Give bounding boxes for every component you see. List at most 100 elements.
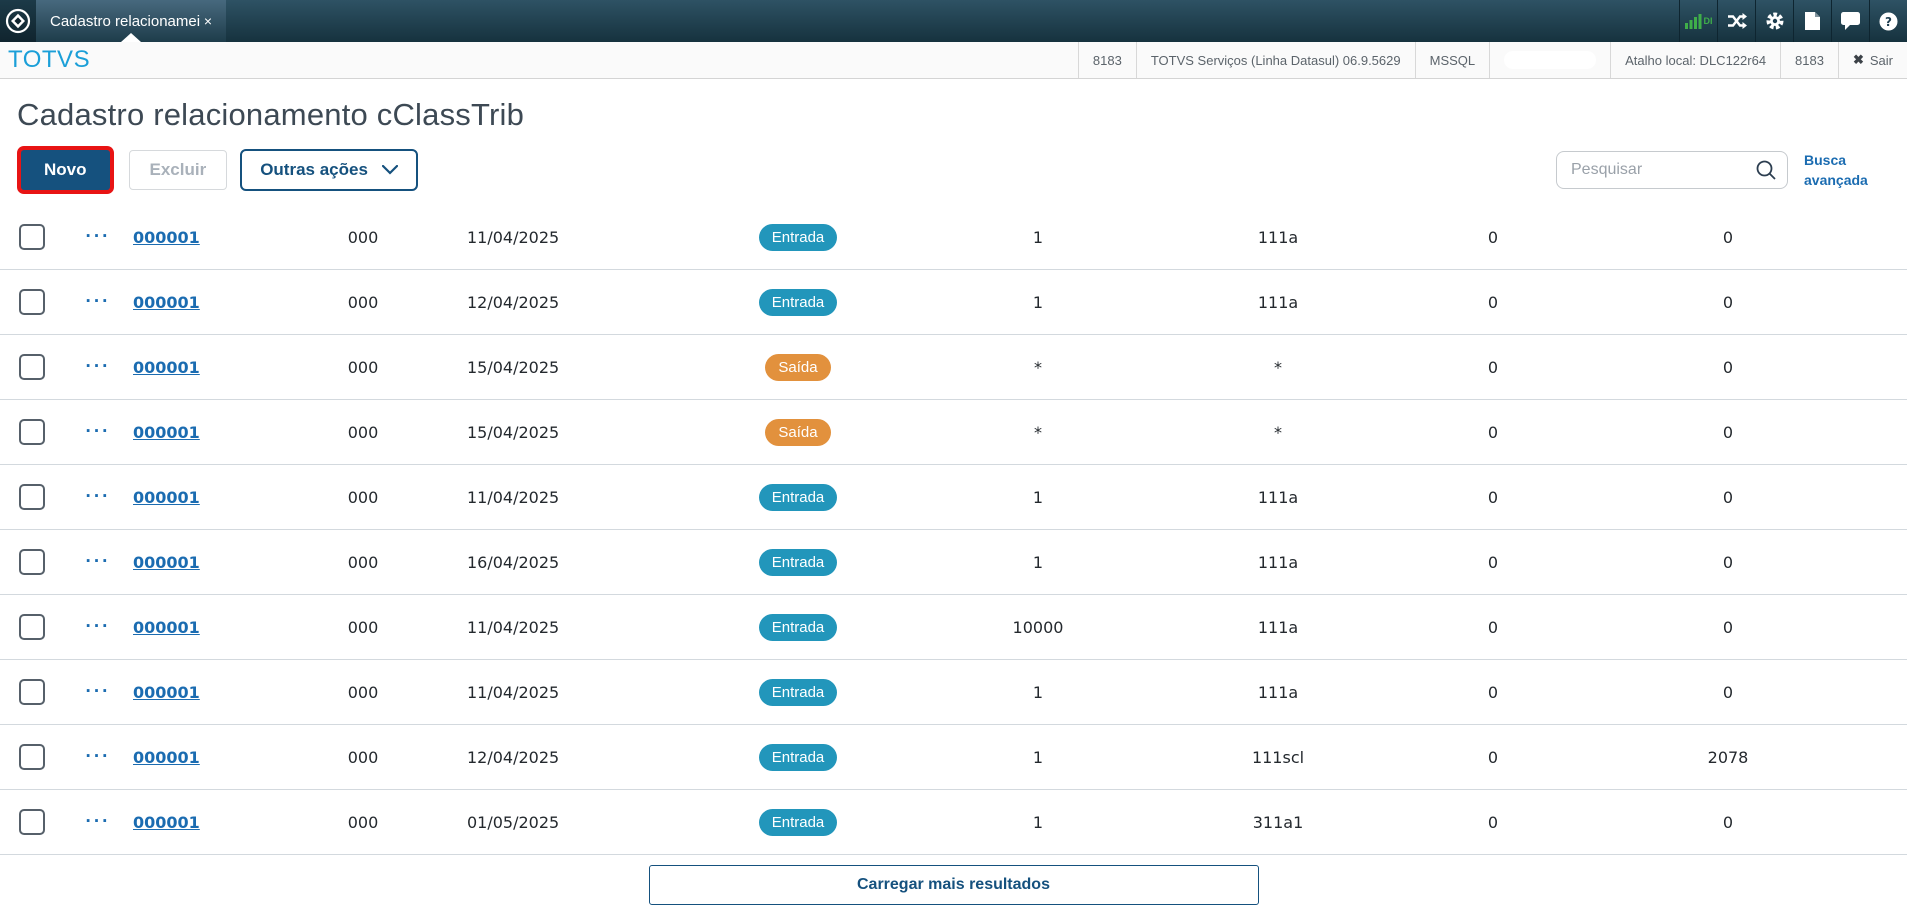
- value2-cell: 0: [1722, 617, 1734, 637]
- row-checkbox[interactable]: [19, 224, 45, 250]
- totvs-logo-button[interactable]: [0, 0, 36, 42]
- outras-acoes-label: Outras ações: [260, 160, 368, 179]
- load-more-button[interactable]: Carregar mais resultados: [648, 865, 1259, 905]
- value2-cell: 0: [1722, 357, 1734, 377]
- product-header-bar: TOTVS 8183 TOTVS Serviços (Linha Datasul…: [0, 42, 1907, 79]
- date-cell: 11/04/2025: [467, 617, 560, 637]
- shuffle-button[interactable]: [1717, 0, 1755, 42]
- table-row: ··· 000001 000 11/04/2025 Entrada 10000 111a 0 0: [0, 595, 1907, 660]
- value2-cell: 0: [1722, 422, 1734, 442]
- value1-cell: 0: [1487, 552, 1499, 572]
- quantity-cell: *: [1034, 357, 1042, 377]
- search-icon[interactable]: [1755, 159, 1777, 181]
- chat-button[interactable]: [1831, 0, 1869, 42]
- value1-cell: 0: [1487, 682, 1499, 702]
- status-badge: Entrada: [758, 288, 838, 316]
- date-cell: 12/04/2025: [467, 292, 560, 312]
- row-actions-button[interactable]: ···: [85, 486, 111, 507]
- help-button[interactable]: ?: [1869, 0, 1907, 42]
- table-row: ··· 000001 000 15/04/2025 Saída * * 0 0: [0, 400, 1907, 465]
- tab-title: Cadastro relacionamei: [50, 12, 200, 30]
- page-title: Cadastro relacionamento cClassTrib: [17, 97, 525, 132]
- record-link[interactable]: 000001: [133, 617, 200, 637]
- series-cell: 000: [347, 747, 379, 767]
- active-tab-notch: [121, 33, 141, 42]
- record-link[interactable]: 000001: [133, 552, 200, 572]
- busca-line1: Busca: [1804, 151, 1847, 168]
- record-link[interactable]: 000001: [133, 487, 200, 507]
- settings-button[interactable]: [1755, 0, 1793, 42]
- row-actions-button[interactable]: ···: [85, 551, 111, 572]
- row-checkbox[interactable]: [19, 809, 45, 835]
- quantity-cell: 1: [1032, 747, 1044, 767]
- document-icon: [1805, 12, 1820, 30]
- busca-avancada-link[interactable]: Busca avançada: [1804, 150, 1876, 191]
- outras-acoes-button[interactable]: Outras ações: [240, 149, 418, 191]
- quantity-cell: 1: [1032, 487, 1044, 507]
- record-link[interactable]: 000001: [133, 292, 200, 312]
- top-application-bar: Cadastro relacionamei × DI: [0, 0, 1907, 42]
- row-actions-button[interactable]: ···: [85, 811, 111, 832]
- series-cell: 000: [347, 227, 379, 247]
- quantity-cell: *: [1034, 422, 1042, 442]
- tab-close-icon[interactable]: ×: [203, 13, 212, 29]
- status-badge: Entrada: [758, 613, 838, 641]
- row-checkbox[interactable]: [19, 354, 45, 380]
- env-code: 8183: [1077, 42, 1136, 78]
- chart-di-button[interactable]: DI: [1679, 0, 1717, 42]
- status-badge: Saída: [765, 353, 831, 381]
- row-checkbox[interactable]: [19, 614, 45, 640]
- series-cell: 000: [347, 552, 379, 572]
- logout-button[interactable]: ✖ Sair: [1837, 42, 1907, 78]
- table-row: ··· 000001 000 11/04/2025 Entrada 1 111a 0 0: [0, 660, 1907, 725]
- document-button[interactable]: [1793, 0, 1831, 42]
- tab-cadastro-relacionamento[interactable]: Cadastro relacionamei ×: [36, 0, 226, 42]
- svg-text:?: ?: [1885, 15, 1892, 29]
- value1-cell: 0: [1487, 357, 1499, 377]
- row-actions-button[interactable]: ···: [85, 746, 111, 767]
- date-cell: 01/05/2025: [467, 812, 560, 832]
- quantity-cell: 1: [1032, 292, 1044, 312]
- novo-button[interactable]: Novo: [21, 150, 110, 190]
- quantity-cell: 1: [1032, 227, 1044, 247]
- row-actions-button[interactable]: ···: [85, 421, 111, 442]
- quantity-cell: 1: [1032, 682, 1044, 702]
- row-actions-button[interactable]: ···: [85, 226, 111, 247]
- row-checkbox[interactable]: [19, 549, 45, 575]
- row-checkbox[interactable]: [19, 419, 45, 445]
- row-actions-button[interactable]: ···: [85, 681, 111, 702]
- value2-cell: 0: [1722, 292, 1734, 312]
- local-shortcut: Atalho local: DLC122r64: [1610, 42, 1780, 78]
- record-link[interactable]: 000001: [133, 747, 200, 767]
- row-actions-button[interactable]: ···: [85, 616, 111, 637]
- date-cell: 15/04/2025: [467, 357, 560, 377]
- row-checkbox[interactable]: [19, 484, 45, 510]
- row-checkbox[interactable]: [19, 679, 45, 705]
- row-actions-button[interactable]: ···: [85, 291, 111, 312]
- record-link[interactable]: 000001: [133, 682, 200, 702]
- record-link[interactable]: 000001: [133, 357, 200, 377]
- value2-cell: 0: [1722, 552, 1734, 572]
- value1-cell: 0: [1487, 422, 1499, 442]
- series-cell: 000: [347, 617, 379, 637]
- di-label: DI: [1703, 16, 1713, 26]
- action-toolbar: Novo Excluir Outras ações Busca avançada: [17, 148, 1890, 192]
- value2-cell: 0: [1722, 487, 1734, 507]
- chevron-down-icon: [381, 165, 398, 175]
- cclasstrib-cell: 111a: [1257, 617, 1299, 637]
- excluir-button[interactable]: Excluir: [128, 150, 228, 190]
- search-area: Busca avançada: [1556, 150, 1890, 191]
- series-cell: 000: [347, 422, 379, 442]
- date-cell: 11/04/2025: [467, 487, 560, 507]
- row-actions-button[interactable]: ···: [85, 356, 111, 377]
- table-row: ··· 000001 000 11/04/2025 Entrada 1 111a 0 0: [0, 465, 1907, 530]
- search-input[interactable]: [1569, 160, 1755, 180]
- record-link[interactable]: 000001: [133, 422, 200, 442]
- row-checkbox[interactable]: [19, 744, 45, 770]
- shuffle-icon: [1727, 13, 1747, 29]
- record-link[interactable]: 000001: [133, 812, 200, 832]
- row-checkbox[interactable]: [19, 289, 45, 315]
- table-row: ··· 000001 000 16/04/2025 Entrada 1 111a 0 0: [0, 530, 1907, 595]
- cclasstrib-cell: 111a: [1257, 552, 1299, 572]
- record-link[interactable]: 000001: [133, 227, 200, 247]
